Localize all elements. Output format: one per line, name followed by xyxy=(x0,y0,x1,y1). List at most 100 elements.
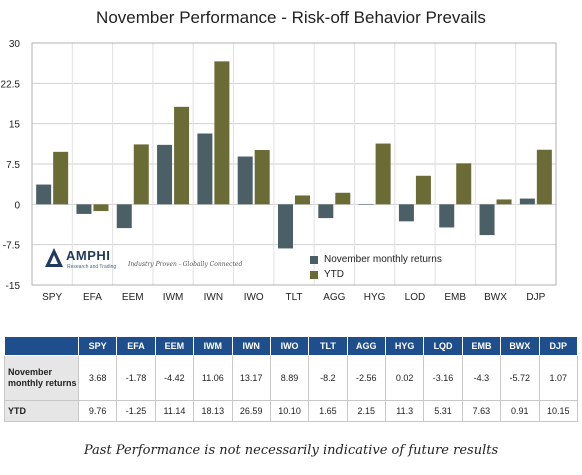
bar-ytd xyxy=(214,61,230,205)
table-header-cell: IWN xyxy=(231,336,271,356)
table-header-cell: IWO xyxy=(269,336,310,356)
bar-ytd xyxy=(295,195,310,205)
table-cell: -4.3 xyxy=(461,355,502,401)
legend-item-ytd: YTD xyxy=(310,267,442,282)
x-tick-label: IWN xyxy=(204,292,223,300)
table-header-cell: EMB xyxy=(461,336,502,356)
table-cell: 10.10 xyxy=(269,400,310,422)
table-header-cell: AGG xyxy=(346,336,387,356)
logo-tagline: Industry Proven - Globally Connected xyxy=(128,261,243,268)
row-label: YTD xyxy=(4,400,79,422)
bar-ytd xyxy=(53,151,69,205)
y-tick-label: 30 xyxy=(9,39,21,50)
table-corner xyxy=(4,336,79,356)
logo-subtitle: Research and Trading xyxy=(67,264,117,270)
table-cell: 1.65 xyxy=(308,400,348,422)
table-cell: 8.89 xyxy=(269,355,310,401)
table-row: YTD 9.76 -1.25 11.14 18.13 26.59 10.10 1… xyxy=(4,400,578,422)
bar-ytd xyxy=(93,204,109,212)
table-cell: 5.31 xyxy=(423,400,463,422)
table-cell: 13.17 xyxy=(231,355,271,401)
bar-ytd xyxy=(174,106,190,205)
table-cell: 9.76 xyxy=(77,400,118,422)
bar-november xyxy=(398,204,414,222)
legend-label-ytd: YTD xyxy=(324,269,344,280)
amphi-logo: AMPHI Research and Trading Industry Prov… xyxy=(44,247,244,277)
table-header-cell: IWM xyxy=(193,336,233,356)
table-cell: 11.3 xyxy=(384,400,425,422)
bar-november xyxy=(479,204,495,236)
table-cell: 11.14 xyxy=(154,400,195,422)
y-tick-label: -15 xyxy=(6,281,21,292)
x-tick-label: IWM xyxy=(163,292,184,300)
table-cell: 11.06 xyxy=(193,355,233,401)
bar-november xyxy=(439,204,455,228)
bar-ytd xyxy=(536,149,552,205)
table-header-cell: EFA xyxy=(116,336,156,356)
bar-november xyxy=(278,204,293,249)
table-header-row: SPY EFA EEM IWM IWN IWO TLT AGG HYG LQD … xyxy=(4,336,578,356)
bar-november xyxy=(157,144,173,205)
table-header-cell: DJP xyxy=(538,336,578,356)
y-tick-label: 7.5 xyxy=(6,160,20,171)
bar-ytd xyxy=(456,163,472,205)
table-header-cell: BWX xyxy=(500,336,540,356)
table-cell: -5.72 xyxy=(500,355,540,401)
x-tick-label: BWX xyxy=(484,292,507,300)
table-cell: 0.91 xyxy=(500,400,540,422)
x-tick-label: DJP xyxy=(526,292,545,300)
table-cell: 10.15 xyxy=(538,400,578,422)
y-tick-label: 15 xyxy=(9,120,21,131)
bar-november xyxy=(318,204,334,219)
table-header-cell: SPY xyxy=(77,336,118,356)
table-cell: 0.02 xyxy=(384,355,425,401)
bar-november xyxy=(358,204,374,205)
table-cell: 18.13 xyxy=(193,400,233,422)
x-tick-label: SPY xyxy=(42,292,62,300)
table-cell: 26.59 xyxy=(231,400,271,422)
table-cell: -3.16 xyxy=(423,355,463,401)
x-tick-label: EFA xyxy=(83,292,102,300)
logo-name: AMPHI xyxy=(66,248,111,263)
y-tick-label: 0 xyxy=(14,200,20,211)
bar-november xyxy=(76,204,92,214)
table-cell: -4.42 xyxy=(154,355,195,401)
table-header-cell: HYG xyxy=(384,336,425,356)
table-header-cell: LQD xyxy=(423,336,463,356)
table-cell: -8.2 xyxy=(308,355,348,401)
bar-november xyxy=(519,198,535,205)
table-cell: 1.07 xyxy=(538,355,578,401)
bar-ytd xyxy=(415,175,431,205)
bar-ytd xyxy=(375,143,391,205)
x-tick-label: AGG xyxy=(323,292,345,300)
y-tick-label: -7.5 xyxy=(3,241,21,252)
disclaimer-footnote: Past Performance is not necessarily indi… xyxy=(83,443,499,458)
plot-border xyxy=(31,42,557,286)
bar-ytd xyxy=(496,199,512,205)
legend-swatch-ytd xyxy=(310,270,318,279)
table-cell: 2.15 xyxy=(346,400,387,422)
bar-ytd xyxy=(133,144,149,205)
table-cell: -2.56 xyxy=(346,355,387,401)
bar-november xyxy=(197,133,213,205)
bar-chart: 30 22.5 15 7.5 0 -7.5 -15 SPY EFA EEM IWM IWN IWO TLT… xyxy=(1,39,557,300)
bar-november xyxy=(36,184,52,205)
chart-title: November Performance - Risk-off Behavior… xyxy=(96,8,486,27)
x-tick-label: TLT xyxy=(285,292,302,300)
bar-ytd xyxy=(335,192,351,205)
table-row: November monthly returns 3.68 -1.78 -4.4… xyxy=(4,355,578,401)
table-cell: 3.68 xyxy=(77,355,118,401)
row-label: November monthly returns xyxy=(4,355,79,401)
amphi-logo-icon xyxy=(45,248,63,267)
legend-label-november: November monthly returns xyxy=(324,254,442,265)
x-tick-label: LQD xyxy=(405,292,426,300)
table-cell: -1.78 xyxy=(116,355,156,401)
x-tick-label: HYG xyxy=(364,292,386,300)
bar-november xyxy=(116,204,132,229)
x-tick-label: EMB xyxy=(444,292,466,300)
y-tick-label: 22.5 xyxy=(1,79,21,90)
x-tick-label: IWO xyxy=(244,292,264,300)
table-cell: -1.25 xyxy=(116,400,156,422)
x-tick-label: EEM xyxy=(122,292,144,300)
table-cell: 7.63 xyxy=(461,400,502,422)
